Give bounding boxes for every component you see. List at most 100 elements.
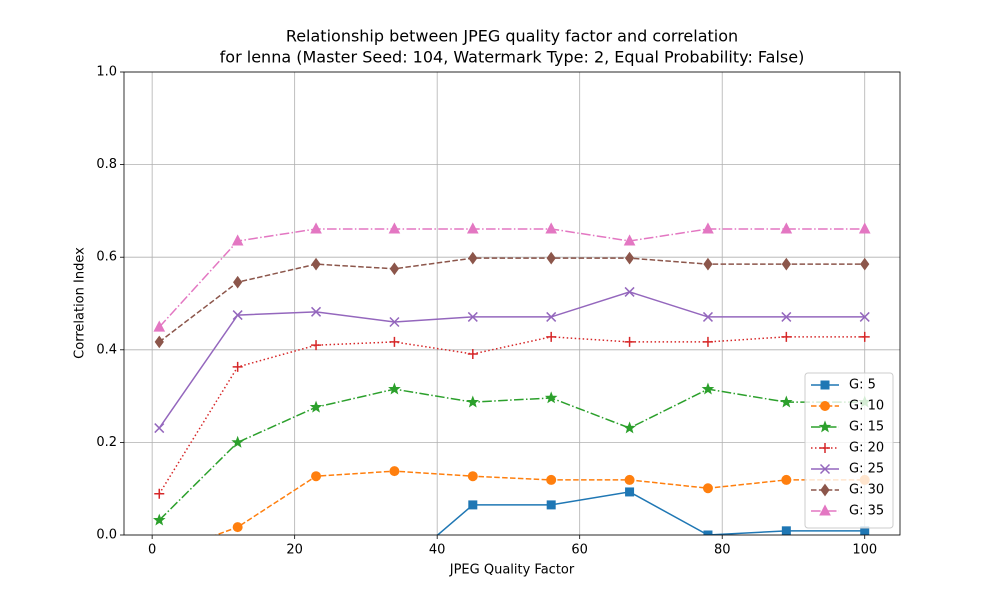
marker <box>546 500 556 510</box>
legend-label: G: 20 <box>849 441 884 456</box>
marker <box>467 471 478 482</box>
marker <box>152 513 166 526</box>
marker <box>703 257 713 271</box>
marker <box>546 251 556 265</box>
marker <box>820 483 830 497</box>
marker <box>819 504 831 516</box>
marker <box>781 331 792 342</box>
marker <box>388 382 401 395</box>
marker <box>818 420 832 433</box>
marker <box>389 336 400 347</box>
legend-label: G: 25 <box>849 462 884 477</box>
marker <box>702 222 714 234</box>
x-tick-label: 60 <box>571 543 588 558</box>
marker <box>703 530 713 535</box>
marker <box>624 251 635 265</box>
marker <box>311 471 322 482</box>
marker <box>389 262 400 276</box>
marker <box>467 348 478 359</box>
y-tick-label: 1.0 <box>96 65 117 80</box>
marker <box>231 234 244 246</box>
x-tick-label: 20 <box>286 543 303 558</box>
marker <box>468 251 478 265</box>
marker <box>860 257 870 271</box>
marker <box>232 522 243 533</box>
chart-subtitle: for lenna (Master Seed: 104, Watermark T… <box>220 48 805 67</box>
axes-frame <box>123 71 901 536</box>
series-line <box>158 291 865 429</box>
marker <box>545 222 558 234</box>
legend: G: 5 G: 10 G: 15 G: 20 G: 25 G: 30 G: 35 <box>804 372 894 529</box>
x-tick-label: 0 <box>148 543 156 558</box>
marker <box>702 336 713 347</box>
marker <box>859 311 870 322</box>
marker <box>623 421 636 434</box>
marker <box>544 391 558 404</box>
legend-label: G: 15 <box>849 420 884 435</box>
legend-label: G: 35 <box>849 504 884 519</box>
marker <box>232 310 243 321</box>
marker <box>780 395 793 408</box>
marker <box>701 382 715 395</box>
y-axis-label: Correlation Index <box>73 247 88 359</box>
marker <box>389 316 400 328</box>
marker <box>702 311 713 322</box>
marker <box>820 443 830 453</box>
legend-label: G: 5 <box>849 378 876 393</box>
marker <box>781 257 791 271</box>
marker <box>780 222 793 234</box>
marker <box>233 275 243 289</box>
legend-label: G: 30 <box>849 483 884 498</box>
x-tick-label: 40 <box>429 543 446 558</box>
marker <box>389 466 400 477</box>
marker <box>820 401 830 411</box>
x-axis-label: JPEG Quality Factor <box>449 563 575 578</box>
marker <box>819 463 831 475</box>
marker <box>858 222 871 234</box>
marker <box>232 361 243 372</box>
x-tick-label: 80 <box>714 543 731 558</box>
marker <box>546 474 557 485</box>
marker <box>311 257 321 271</box>
marker <box>154 488 165 499</box>
marker <box>154 335 164 349</box>
marker <box>624 286 635 297</box>
series-line <box>158 228 865 328</box>
marker <box>624 474 635 485</box>
marker <box>623 234 636 246</box>
marker <box>546 331 557 342</box>
x-tick-label: 100 <box>852 543 877 558</box>
marker <box>467 311 478 322</box>
marker <box>702 483 713 494</box>
marker <box>309 400 323 413</box>
marker <box>859 331 870 342</box>
marker <box>310 222 322 234</box>
marker <box>820 380 830 390</box>
y-tick-label: 0.4 <box>96 342 117 357</box>
marker <box>781 474 792 485</box>
series-line <box>158 336 865 495</box>
marker <box>311 340 322 351</box>
marker <box>625 487 635 497</box>
series-line <box>213 470 865 535</box>
marker <box>624 336 635 347</box>
marker <box>388 222 401 234</box>
plot-area <box>152 222 872 535</box>
legend-label: G: 10 <box>849 399 884 414</box>
marker <box>546 311 557 322</box>
y-tick-label: 0.2 <box>96 435 117 450</box>
marker <box>311 306 322 317</box>
marker <box>781 526 791 535</box>
marker <box>466 222 479 234</box>
y-tick-label: 0.0 <box>96 528 117 543</box>
marker <box>153 320 166 332</box>
series-line <box>158 257 865 343</box>
marker <box>781 311 792 322</box>
marker <box>231 435 244 448</box>
series-line <box>436 491 865 535</box>
chart-title: Relationship between JPEG quality factor… <box>286 27 738 46</box>
y-tick-label: 0.6 <box>96 250 117 265</box>
marker <box>468 500 478 510</box>
marker <box>466 395 480 408</box>
